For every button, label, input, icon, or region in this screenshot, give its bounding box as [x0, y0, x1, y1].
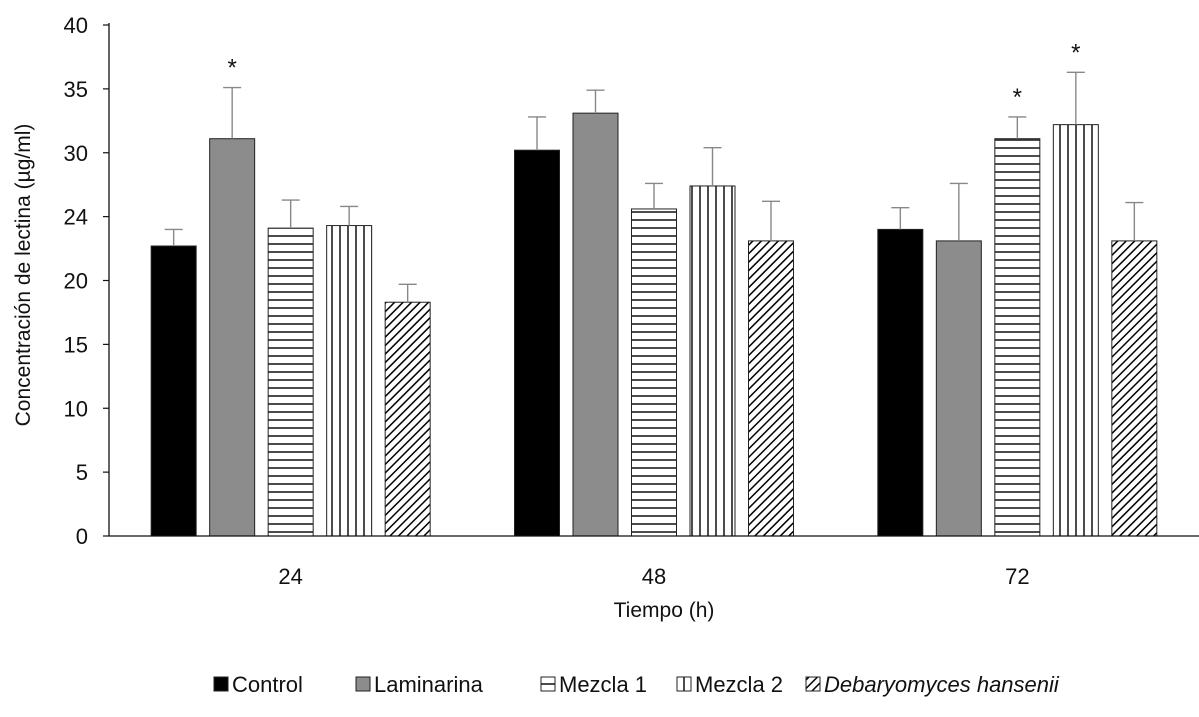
bars — [150, 112, 1158, 537]
y-tick-label: 0 — [76, 524, 88, 549]
legend: Control Laminarina Mezcla 1 Mezcla 2 Debaryo… — [213, 672, 1060, 697]
bar — [572, 112, 619, 537]
bar — [1111, 240, 1158, 537]
x-tick-label: 24 — [278, 564, 302, 589]
bar — [935, 240, 982, 537]
y-axis-title: Concentración de lectina (µg/ml) — [12, 124, 35, 427]
y-axis-title-group: Concentración de lectina (µg/ml) — [12, 124, 35, 427]
axes — [108, 23, 1199, 537]
bar — [631, 208, 677, 537]
x-axis: 24 48 72 — [278, 564, 1029, 589]
bar — [514, 149, 560, 537]
legend-swatch — [213, 676, 229, 692]
bar — [1052, 124, 1099, 537]
y-axis: 0 5 10 15 20 24 30 35 40 — [64, 13, 109, 549]
legend-label: Debaryomyces hansenii — [824, 672, 1060, 697]
y-tick-label: 10 — [64, 396, 88, 421]
legend-swatch — [805, 676, 821, 692]
bar — [877, 228, 924, 537]
legend-label: Mezcla 1 — [559, 672, 647, 697]
bar — [384, 301, 431, 537]
bar — [994, 138, 1041, 537]
legend-swatch — [676, 676, 692, 692]
legend-swatch — [355, 676, 371, 692]
legend-label: Control — [232, 672, 303, 697]
y-tick-label: 20 — [64, 269, 88, 294]
legend-swatch — [540, 676, 556, 692]
x-tick-label: 48 — [642, 564, 666, 589]
y-tick-label: 15 — [64, 332, 88, 357]
y-tick-label: 5 — [76, 460, 88, 485]
legend-label: Mezcla 2 — [695, 672, 783, 697]
significance-asterisk: * — [227, 55, 236, 82]
bar — [326, 225, 373, 537]
bar — [267, 227, 314, 537]
significance-asterisk: * — [1013, 84, 1022, 111]
x-axis-title: Tiempo (h) — [614, 599, 715, 622]
bar — [209, 138, 256, 537]
bar — [748, 240, 794, 537]
significance-markers: * * * — [227, 39, 1080, 111]
x-tick-label: 72 — [1005, 564, 1029, 589]
error-bars — [164, 71, 1144, 303]
y-tick-label: 24 — [64, 205, 88, 230]
bar — [150, 245, 197, 537]
y-tick-label: 35 — [64, 77, 88, 102]
legend-label: Laminarina — [374, 672, 484, 697]
significance-asterisk: * — [1071, 39, 1080, 66]
bar — [689, 185, 736, 537]
y-tick-label: 30 — [64, 141, 88, 166]
y-tick-label: 40 — [64, 13, 88, 38]
